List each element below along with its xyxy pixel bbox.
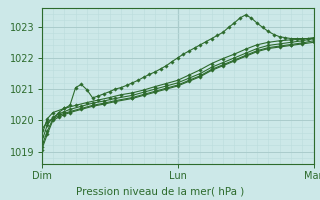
Text: Pression niveau de la mer( hPa ): Pression niveau de la mer( hPa ) — [76, 186, 244, 196]
